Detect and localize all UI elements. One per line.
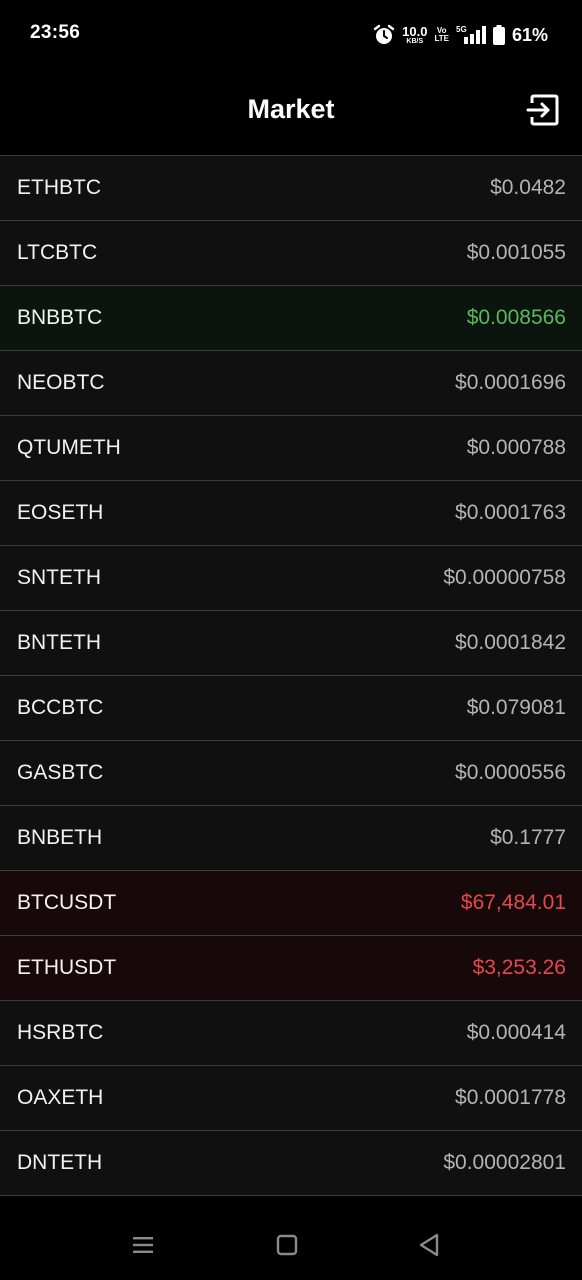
market-symbol: SNTETH (17, 566, 101, 589)
market-symbol: GASBTC (17, 761, 104, 784)
signal-5g-icon: 5G (456, 25, 486, 44)
market-price: $0.0001842 (455, 631, 566, 654)
market-row[interactable]: BTCUSDT $67,484.01 (0, 871, 582, 936)
market-list[interactable]: ETHBTC $0.0482 LTCBTC $0.001055 BNBBTC $0.008… (0, 155, 582, 1210)
market-price: $0.0000556 (455, 761, 566, 784)
network-speed-unit: KB/S (406, 38, 424, 45)
home-button[interactable] (272, 1230, 302, 1260)
market-row[interactable]: BNBBTC $0.008566 (0, 286, 582, 351)
market-symbol: NEOBTC (17, 371, 105, 394)
market-row[interactable]: QTUMETH $0.000788 (0, 416, 582, 481)
market-row[interactable]: ETHBTC $0.0482 (0, 156, 582, 221)
market-symbol: LTCBTC (17, 241, 98, 264)
market-symbol: EOSETH (17, 501, 104, 524)
market-symbol: ETHBTC (17, 176, 101, 199)
back-button[interactable] (415, 1230, 445, 1260)
market-row[interactable]: DNTETH $0.00002801 (0, 1131, 582, 1196)
market-row[interactable]: OAXETH $0.0001778 (0, 1066, 582, 1131)
market-row[interactable]: BNTETH $0.0001842 (0, 611, 582, 676)
battery-percent: 61% (511, 24, 548, 45)
market-row[interactable]: BCCBTC $0.079081 (0, 676, 582, 741)
market-price: $0.0001778 (455, 1086, 566, 1109)
market-row[interactable]: BNBETH $0.1777 (0, 806, 582, 871)
status-time: 23:56 (30, 22, 81, 43)
market-price: $3,253.26 (472, 956, 566, 979)
volte-indicator: Vo LTE (434, 27, 449, 43)
home-square-icon (276, 1234, 298, 1256)
volte-bottom-label: LTE (434, 34, 449, 43)
market-price: $67,484.01 (460, 891, 566, 914)
market-symbol: BNBBTC (17, 306, 103, 329)
market-symbol: BTCUSDT (17, 891, 117, 914)
menu-icon (133, 1237, 153, 1253)
market-symbol: BNBETH (17, 826, 103, 849)
network-type-label: 5G (456, 25, 467, 34)
network-speed: 10.0 KB/S (402, 25, 427, 45)
market-price: $0.000414 (466, 1021, 566, 1044)
back-triangle-icon (419, 1233, 439, 1257)
recents-button[interactable] (128, 1230, 158, 1260)
market-price: $0.008566 (466, 306, 566, 329)
market-price: $0.0001763 (455, 501, 566, 524)
network-speed-value: 10.0 (402, 24, 428, 39)
market-price: $0.000788 (466, 436, 566, 459)
market-price: $0.0482 (490, 176, 566, 199)
market-symbol: QTUMETH (17, 436, 121, 459)
market-price: $0.001055 (466, 241, 566, 264)
market-row[interactable]: GASBTC $0.0000556 (0, 741, 582, 806)
market-symbol: DNTETH (17, 1151, 103, 1174)
market-symbol: ETHUSDT (17, 956, 117, 979)
market-symbol: BCCBTC (17, 696, 104, 719)
market-symbol: BNTETH (17, 631, 101, 654)
logout-button[interactable] (526, 93, 560, 127)
system-nav-bar (0, 1210, 582, 1280)
market-price: $0.079081 (466, 696, 566, 719)
market-symbol: OAXETH (17, 1086, 104, 1109)
market-row[interactable]: SNTETH $0.00000758 (0, 546, 582, 611)
market-row[interactable]: LTCBTC $0.001055 (0, 221, 582, 286)
alarm-icon (373, 24, 395, 44)
market-price: $0.0001696 (455, 371, 566, 394)
market-row[interactable]: NEOBTC $0.0001696 (0, 351, 582, 416)
status-bar: 23:56 10.0 KB/S Vo LTE 5G 61% (0, 0, 582, 70)
battery-icon (492, 25, 505, 45)
app-header: Market (0, 70, 582, 155)
market-price: $0.00000758 (443, 566, 566, 589)
market-row[interactable]: ETHUSDT $3,253.26 (0, 936, 582, 1001)
logout-icon (526, 94, 559, 126)
market-row[interactable]: HSRBTC $0.000414 (0, 1001, 582, 1066)
market-row[interactable]: EOSETH $0.0001763 (0, 481, 582, 546)
market-price: $0.00002801 (443, 1151, 566, 1174)
market-price: $0.1777 (490, 826, 566, 849)
market-symbol: HSRBTC (17, 1021, 104, 1044)
volte-top-label: Vo (436, 26, 447, 35)
status-icons: 10.0 KB/S Vo LTE 5G 61% (373, 20, 548, 50)
page-title: Market (247, 94, 335, 124)
